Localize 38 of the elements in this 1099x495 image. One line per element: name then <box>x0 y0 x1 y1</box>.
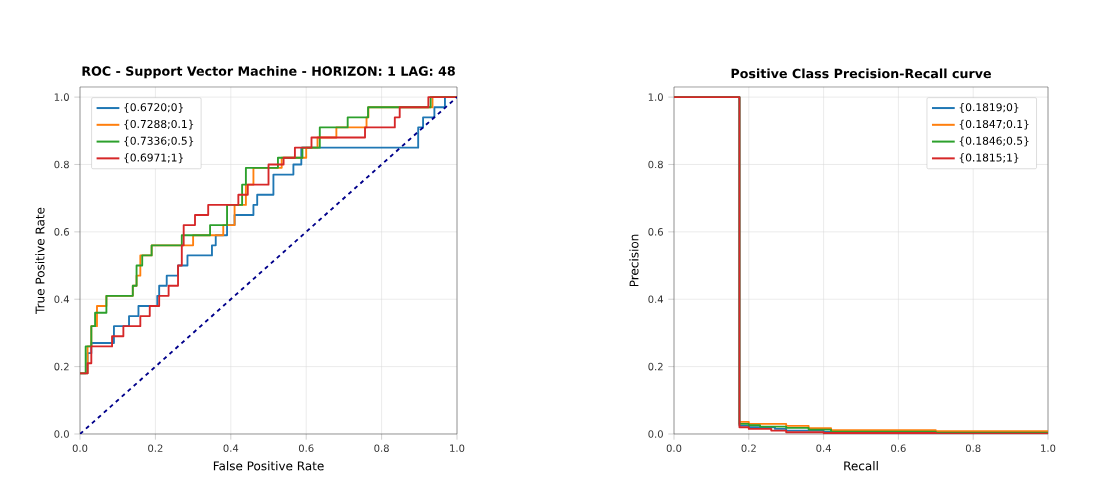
x-tick-label: 0.2 <box>741 444 756 452</box>
y-tick-label: 0.2 <box>54 362 69 371</box>
x-axis-title: False Positive Rate <box>213 461 324 471</box>
y-axis-title: Precision <box>629 234 639 287</box>
y-tick-label: 0.8 <box>54 160 69 169</box>
y-tick-label: 0.6 <box>54 228 69 236</box>
x-tick-label: 0.8 <box>965 444 981 452</box>
legend-label: {0.1815;1} <box>959 153 1019 164</box>
legend-label: {0.6720;0} <box>124 103 183 113</box>
x-tick-label: 0.4 <box>816 444 831 452</box>
x-tick-label: 0.0 <box>666 444 682 452</box>
chart-title: ROC - Support Vector Machine - HORIZON: 1 LAG: 48 <box>82 66 455 79</box>
x-tick-label: 0.6 <box>891 444 906 452</box>
y-axis-title: True Positive Rate <box>35 207 45 314</box>
legend-label: {0.1846;0.5} <box>959 136 1029 147</box>
x-tick-label: 0.6 <box>298 444 314 452</box>
y-tick-label: 0.6 <box>648 228 663 236</box>
y-tick-label: 0.4 <box>54 295 70 304</box>
y-tick-label: 0.8 <box>648 160 663 169</box>
x-tick-label: 0.0 <box>72 444 88 452</box>
x-tick-label: 1.0 <box>1041 444 1056 452</box>
y-tick-label: 0.0 <box>648 430 663 438</box>
x-tick-label: 0.2 <box>148 444 163 452</box>
legend-label: {0.1819;0} <box>959 103 1019 113</box>
y-tick-label: 0.2 <box>648 362 663 371</box>
y-tick-label: 1.0 <box>648 93 663 101</box>
chart-title: Positive Class Precision-Recall curve <box>731 68 991 79</box>
x-tick-label: 0.4 <box>223 444 239 452</box>
legend-label: {0.7336;0.5} <box>124 136 194 147</box>
y-tick-label: 0.0 <box>54 430 69 438</box>
legend-label: {0.1847;0.1} <box>959 119 1029 130</box>
legend-label: {0.6971;1} <box>124 153 183 164</box>
x-tick-label: 1.0 <box>450 444 465 452</box>
legend-label: {0.7288;0.1} <box>124 119 194 130</box>
x-tick-label: 0.8 <box>374 444 389 452</box>
x-axis-title: Recall <box>844 461 878 471</box>
y-tick-label: 0.4 <box>648 295 664 304</box>
y-tick-label: 1.0 <box>54 93 69 101</box>
